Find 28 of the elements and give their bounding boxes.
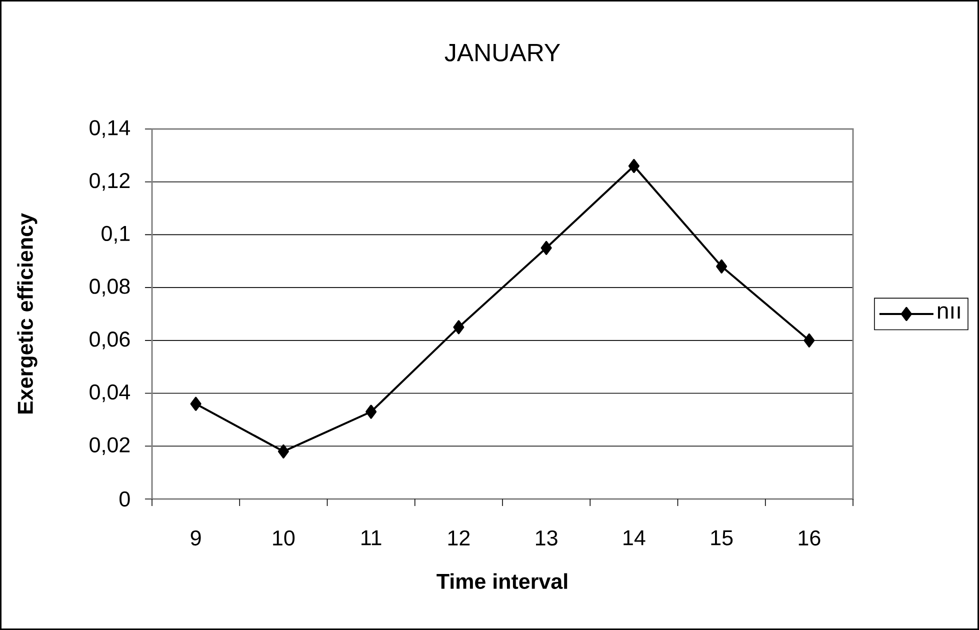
y-tick-label: 0 <box>120 491 130 507</box>
x-axis-title: Time interval <box>436 573 568 590</box>
y-tick-label: 0,04 <box>90 384 130 402</box>
legend-label: nıı <box>938 306 960 319</box>
x-tick-label: 12 <box>448 530 470 546</box>
x-tick-label: 10 <box>273 530 295 546</box>
point <box>453 320 464 334</box>
x-tick-label: 9 <box>190 530 201 546</box>
y-tick-label: 0,1 <box>102 226 130 244</box>
point <box>278 444 289 458</box>
y-tick-label: 0,06 <box>90 332 130 350</box>
y-tick-label: 0,14 <box>90 120 130 138</box>
y-tick-label: 0,08 <box>90 278 130 296</box>
point <box>540 240 552 255</box>
point <box>628 158 640 173</box>
chart-title: JANUARY <box>444 44 560 62</box>
point <box>716 259 728 274</box>
x-tick-label: 13 <box>536 530 558 546</box>
y-tick-label: 0,12 <box>90 172 130 191</box>
point <box>366 404 377 419</box>
x-tick-label: 11 <box>362 530 382 546</box>
x-tick-label: 15 <box>711 530 733 546</box>
x-tick-label: 16 <box>798 530 820 546</box>
y-tick-label: 0,02 <box>90 437 130 456</box>
point <box>804 333 815 348</box>
point <box>190 396 202 411</box>
x-tick-label: 14 <box>624 530 646 546</box>
y-axis-title: Exergetic efficiency <box>17 213 38 414</box>
